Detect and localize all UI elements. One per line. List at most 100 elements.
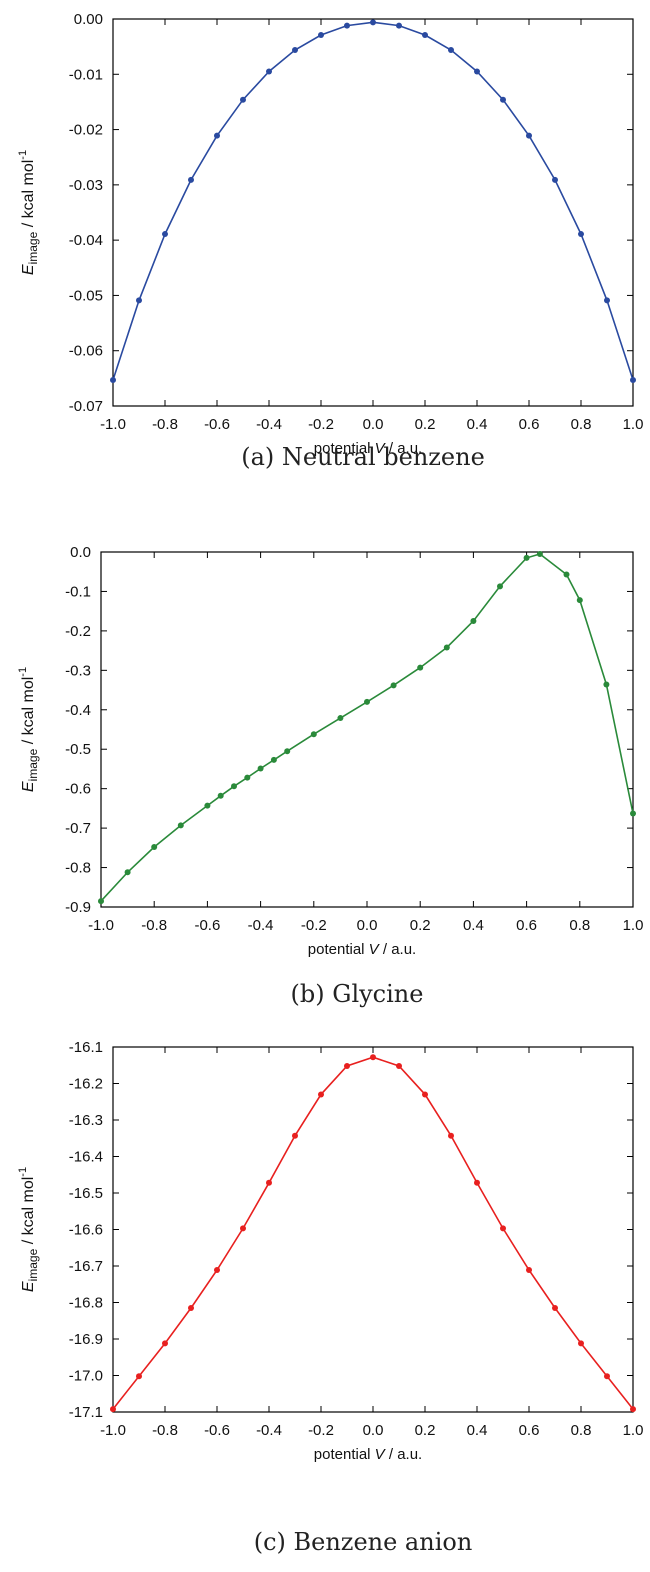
data-point <box>162 231 168 238</box>
data-point <box>318 1091 324 1098</box>
data-point <box>526 1267 532 1274</box>
data-point <box>390 682 397 689</box>
y-tick-label: -0.1 <box>65 583 91 600</box>
y-axis-label-sub: image <box>26 748 40 781</box>
x-tick-label: -0.2 <box>308 416 334 433</box>
chart-caption: (b) Glycine <box>291 980 424 1008</box>
data-point <box>526 132 532 139</box>
data-point <box>98 898 104 905</box>
data-point <box>337 715 344 722</box>
series-line <box>112 1056 634 1410</box>
x-tick-label: 0.0 <box>363 416 384 433</box>
data-point <box>604 297 610 304</box>
data-point <box>422 32 428 39</box>
y-tick-label: -0.2 <box>65 623 91 640</box>
y-axis-label-sup: -1 <box>17 667 29 677</box>
y-axis-label-sub: image <box>26 231 40 264</box>
data-point <box>552 176 558 183</box>
x-axis-label-prefix: potential <box>308 941 369 958</box>
y-axis-label-unit: / kcal mol <box>20 1177 37 1249</box>
data-point <box>214 1267 220 1274</box>
data-point <box>536 550 543 557</box>
x-tick-label: 0.6 <box>516 917 537 934</box>
y-tick-label: 0.0 <box>70 544 91 561</box>
x-tick-label: -0.6 <box>194 917 220 934</box>
x-tick-label: -0.4 <box>256 416 282 433</box>
x-tick-label: -1.0 <box>88 917 114 934</box>
data-point <box>604 1373 610 1380</box>
x-axis-label-suffix: / a.u. <box>385 1446 423 1463</box>
y-tick-label: -0.7 <box>65 820 91 837</box>
data-point <box>177 822 184 829</box>
data-point <box>500 1225 506 1232</box>
x-tick-label: -1.0 <box>100 416 126 433</box>
chart-caption: (a) Neutral benzene <box>241 443 485 471</box>
chart-panel-0: -1.0 -0.8 -0.6 -0.4 -0.2 0.0 0.2 0.4 0.6 0.8 1.0 0.… <box>17 11 643 471</box>
data-point <box>217 792 224 799</box>
x-axis-label-var: V <box>375 1446 387 1463</box>
data-point <box>110 377 116 384</box>
data-point <box>244 774 251 781</box>
data-point <box>364 698 370 705</box>
x-tick-label: 0.0 <box>363 1422 384 1439</box>
x-tick-label: 0.6 <box>519 1422 540 1439</box>
data-point <box>422 1091 428 1098</box>
data-point <box>284 748 291 755</box>
y-tick-label: -0.01 <box>69 66 103 83</box>
x-axis-label-var: V <box>369 941 381 958</box>
x-axis-label-suffix: / a.u. <box>379 941 417 958</box>
x-tick-label: 1.0 <box>623 917 644 934</box>
data-point <box>310 731 317 738</box>
x-axis-label: potential V / a.u. <box>308 941 416 958</box>
x-tick-label: 0.8 <box>569 917 590 934</box>
x-tick-label: 0.4 <box>463 917 484 934</box>
data-point <box>443 644 450 651</box>
y-axis-label-var: E <box>20 781 37 792</box>
data-point <box>448 1132 454 1139</box>
data-point <box>396 22 402 29</box>
y-tick-label: -16.3 <box>69 1112 103 1129</box>
data-point <box>124 869 131 876</box>
data-point <box>188 1304 194 1311</box>
data-point <box>292 46 298 53</box>
data-point <box>110 1406 116 1413</box>
y-tick-label: -16.9 <box>69 1331 103 1348</box>
data-point <box>188 176 194 183</box>
y-tick-label: -0.07 <box>69 398 103 415</box>
data-point <box>396 1062 402 1069</box>
y-axis-label-unit: / kcal mol <box>20 160 37 232</box>
data-point <box>231 783 237 790</box>
series-line <box>100 553 634 902</box>
x-tick-label: -0.2 <box>301 917 327 934</box>
y-tick-label: -16.5 <box>69 1185 103 1202</box>
chart-panel-1: -1.0 -0.8 -0.6 -0.4 -0.2 0.0 0.2 0.4 0.6 0.8 1.0 0.… <box>17 544 643 1008</box>
data-point <box>497 583 503 590</box>
x-tick-label: 0.4 <box>467 416 488 433</box>
y-tick-label: -0.3 <box>65 662 91 679</box>
y-axis-label: Eimage / kcal mol-1 <box>17 1167 40 1292</box>
y-tick-label: -0.5 <box>65 741 91 758</box>
x-axis-label-prefix: potential <box>314 1446 375 1463</box>
data-point <box>630 810 636 817</box>
x-tick-label: -0.6 <box>204 416 230 433</box>
x-tick-label: 0.8 <box>571 1422 592 1439</box>
data-point <box>257 765 264 772</box>
y-axis-label: Eimage / kcal mol-1 <box>17 667 40 792</box>
chart-caption: (c) Benzene anion <box>254 1528 473 1556</box>
y-tick-label: -0.4 <box>65 702 91 719</box>
data-point <box>603 681 610 688</box>
data-point <box>136 1373 142 1380</box>
y-axis-label-sup: -1 <box>17 150 29 160</box>
plot-frame <box>112 1046 634 1413</box>
data-point <box>474 1179 480 1186</box>
y-axis-label-sup: -1 <box>17 1167 29 1177</box>
y-tick-label: 0.00 <box>74 11 103 28</box>
series-line <box>112 21 634 381</box>
y-tick-label: -0.8 <box>65 860 91 877</box>
plot-frame <box>100 551 634 908</box>
y-tick-label: -17.1 <box>69 1404 103 1421</box>
y-tick-label: -16.1 <box>69 1039 103 1056</box>
data-point <box>630 377 636 384</box>
x-tick-label: 0.6 <box>519 416 540 433</box>
